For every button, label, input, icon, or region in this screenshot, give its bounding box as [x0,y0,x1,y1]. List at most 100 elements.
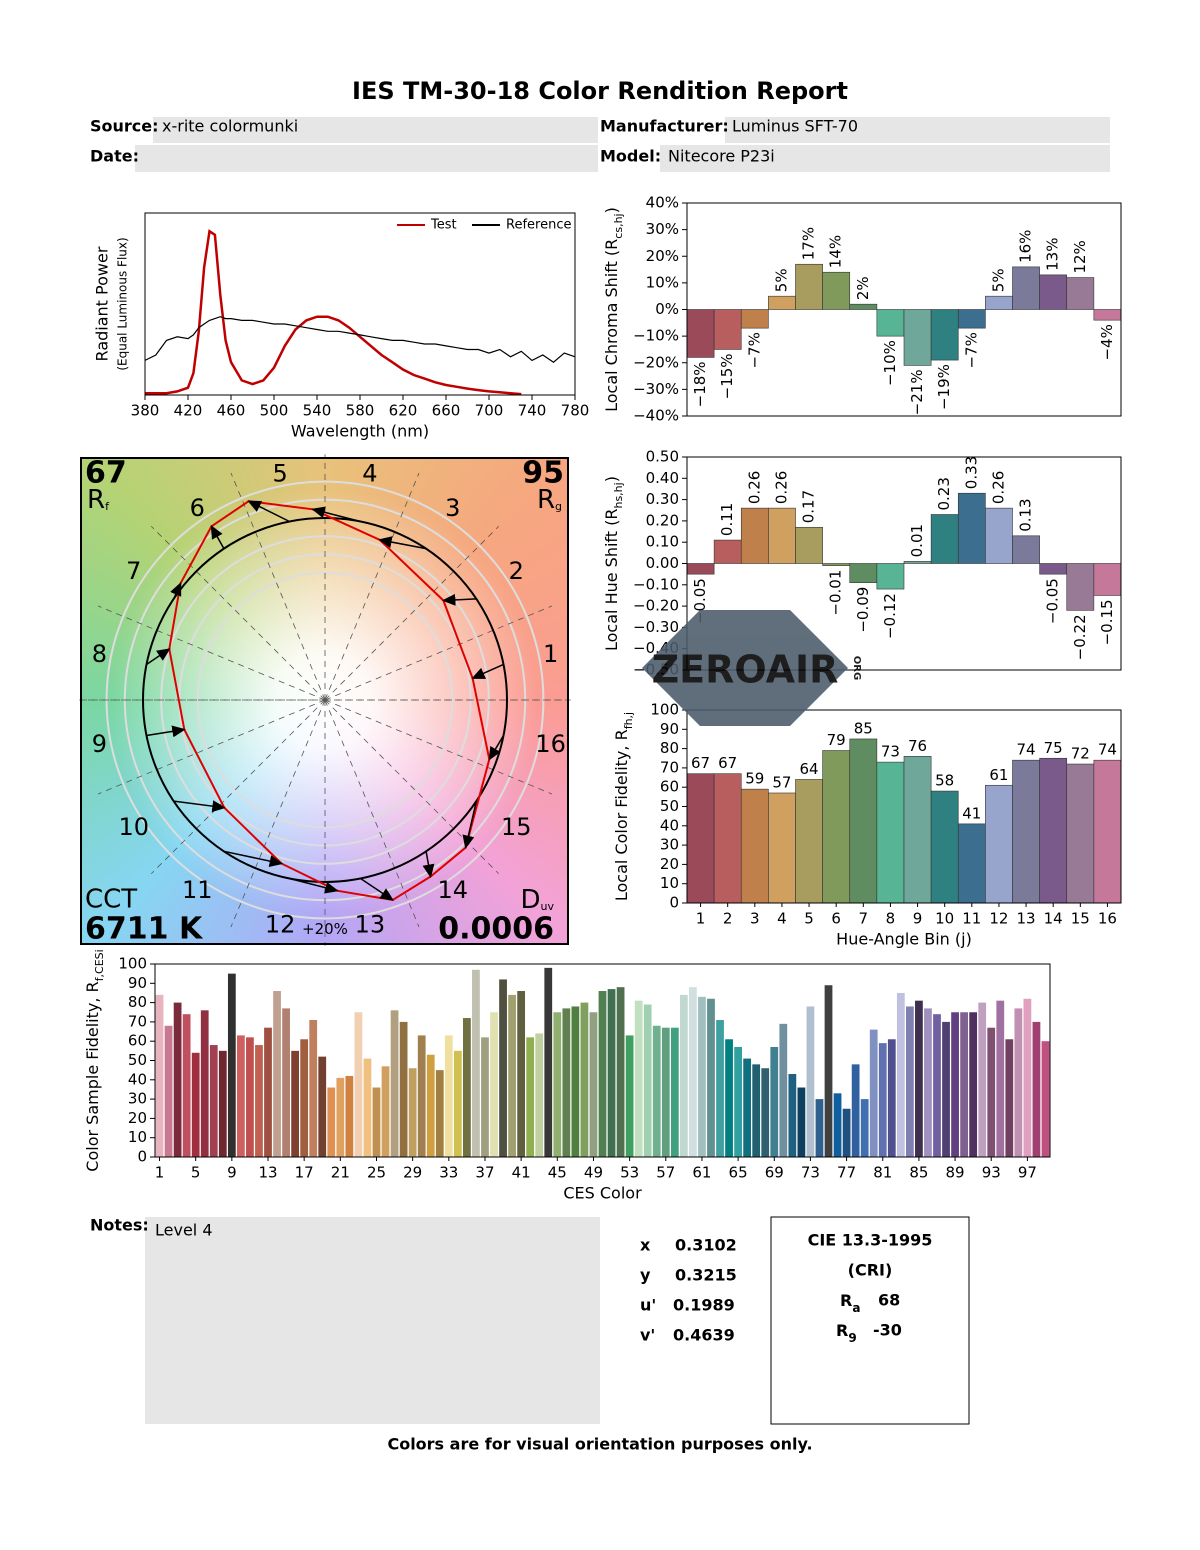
bar [996,1000,1005,1157]
y-tick-label: −10% [633,327,679,345]
label-part: Local Color Fidelity, R [612,729,631,901]
value-label: 85 [854,719,873,737]
y-tick-label: 0.10 [646,533,679,551]
value-label: 13% [1044,238,1062,271]
bar [544,967,553,1157]
shift-arrow [422,851,435,878]
plot-frame [686,456,1122,671]
cct-label: CCT [85,885,137,915]
bin-label: 4 [362,459,377,487]
x-tick-label: 21 [331,1164,350,1182]
field-value: Nitecore P23i [668,147,775,166]
rf-value: 67 [85,456,127,491]
label-part: ) [602,476,621,482]
cri-subtitle: (CRI) [848,1261,893,1280]
y-tick-label: 20% [646,247,679,265]
series-line [144,316,576,363]
y-tick-label: 20 [660,855,679,873]
value-label: 75 [1044,739,1063,757]
y-tick-label: 70 [128,1012,147,1030]
y-axis-label: Color Sample Fidelity, Rf,CESi [83,949,106,1171]
bar [713,773,742,904]
bin-label: 15 [501,813,532,841]
shift-arrow [289,877,339,894]
y-axis-label: (Equal Luminous Flux) [116,237,130,370]
bar [985,784,1013,904]
cri-label-main: R [840,1291,852,1310]
cri-value: 68 [878,1291,900,1310]
bar [1023,998,1032,1157]
value-label: 0.13 [1017,498,1035,531]
bin-label: 12 [265,911,296,939]
x-tick-label: 57 [656,1164,675,1182]
shift-arrow [173,800,226,813]
bar [1014,1008,1023,1157]
value-label: −0.01 [827,570,845,616]
bar [1066,277,1095,310]
bar [903,756,932,904]
x-tick-label: 380 [131,402,160,420]
bar [291,1050,300,1157]
value-label: −7% [962,332,980,368]
field-value: x-rite colormunki [162,117,298,136]
bin-label: 16 [535,730,566,758]
x-tick-label: 15 [1071,910,1090,928]
value-label: −0.05 [1044,578,1062,624]
label-part: D [520,885,540,915]
bar [1039,563,1068,575]
value-label: −0.22 [1071,614,1089,660]
y-axis-label: Local Chroma Shift (Rcs,hj) [602,207,625,412]
bar [686,773,715,904]
label-subscript: uv [541,900,555,913]
label-subscript: f [105,500,110,513]
footer: Colors are for visual orientation purpos… [387,1435,812,1454]
bar [930,309,959,361]
bar [453,1050,462,1157]
bar [1032,1021,1041,1157]
bin-divider [230,699,326,928]
bar [905,1006,914,1157]
value-label: 0.26 [745,471,763,504]
bar [987,1027,996,1157]
bar [725,1039,733,1157]
y-tick-label: 10 [660,874,679,892]
cri-label-sub: 9 [848,1331,856,1345]
bar [698,996,706,1157]
bar [607,989,616,1157]
bar [740,309,769,329]
field-box [135,145,598,172]
bar [933,1014,941,1157]
bin-label: 1 [543,640,558,668]
shift-arrow [146,648,171,666]
plot-frame [686,709,1122,904]
cri-title: CIE 13.3-1995 [808,1231,933,1250]
y-tick-label: −20% [633,353,679,371]
bar [734,1046,742,1157]
value-label: 0.33 [962,456,980,489]
y-tick-label: 70 [660,758,679,776]
x-tick-label: 4 [777,910,787,928]
colorimetry-value: 0.3102 [675,1236,737,1255]
x-tick-label: 1 [696,910,706,928]
bin-label: 11 [182,876,213,904]
bar [707,998,715,1157]
bar [408,1068,417,1157]
bar [978,1002,987,1157]
x-tick-label: 45 [548,1164,567,1182]
bin-divider [150,699,326,875]
y-tick-label: 50 [128,1051,147,1069]
bar [481,1037,489,1157]
field-label: Date: [90,147,139,166]
x-tick-label: 8 [886,910,896,928]
series-line [145,229,522,396]
bar [957,309,986,329]
x-tick-label: 5 [191,1164,201,1182]
wheel-frame [80,457,569,945]
bar [903,561,932,564]
y-axis-label: Radiant Power [93,246,112,361]
bar [768,295,796,310]
notes-text: Level 4 [155,1221,213,1240]
x-tick-label: 5 [804,910,814,928]
bar [851,1064,860,1157]
